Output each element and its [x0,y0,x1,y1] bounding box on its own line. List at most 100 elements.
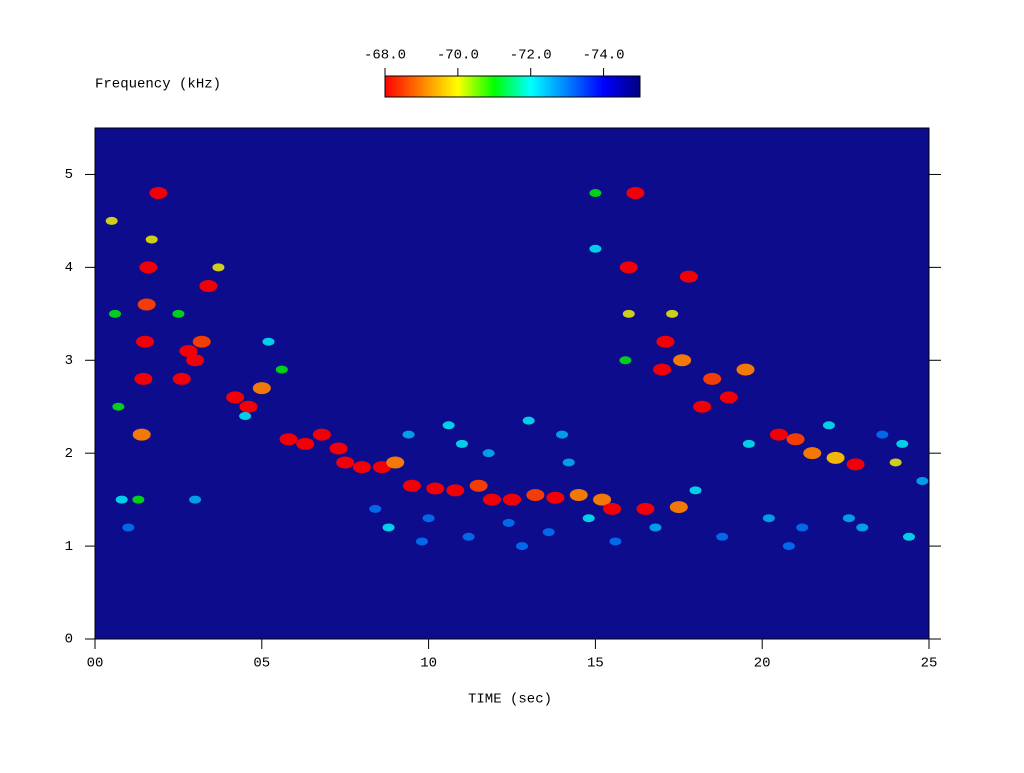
energy-point [386,456,405,469]
energy-point [546,491,565,504]
energy-point [402,430,415,439]
energy-point [482,493,501,506]
y-tick-label: 0 [65,632,73,648]
colorbar-tick-label: -70.0 [437,48,479,64]
energy-point [542,528,555,537]
energy-point [782,542,795,551]
energy-point [275,365,288,374]
energy-point [469,479,488,492]
energy-point [482,449,495,458]
energy-point [455,439,468,448]
energy-point [826,451,845,464]
y-axis-label: Frequency (kHz) [95,77,221,93]
energy-point [876,430,889,439]
energy-point [426,482,445,495]
y-tick-label: 3 [65,353,73,369]
energy-point [589,244,602,253]
energy-point [192,335,211,348]
x-tick-label: 25 [921,656,938,672]
energy-point [422,514,435,523]
colorbar-tick-label: -74.0 [583,48,625,64]
energy-point [842,514,855,523]
energy-point [382,523,395,532]
energy-point [742,439,755,448]
energy-point [626,187,645,200]
colorbar-tick-label: -72.0 [510,48,552,64]
x-tick-label: 00 [87,656,104,672]
spectrogram-points [105,187,929,551]
x-axis-label: TIME (sec) [468,692,552,708]
energy-point [803,447,822,460]
energy-point [703,372,722,385]
energy-point [589,189,602,198]
x-tick-label: 15 [587,656,604,672]
energy-point [212,263,225,272]
energy-point [622,309,635,318]
energy-point [653,363,672,376]
energy-point [239,412,252,421]
energy-point [516,542,529,551]
energy-point [856,523,869,532]
energy-point [636,502,655,515]
energy-point [402,479,421,492]
energy-point [296,437,315,450]
energy-point [369,504,382,513]
y-tick-label: 4 [65,260,73,276]
x-tick-label: 20 [754,656,771,672]
energy-point [415,537,428,546]
energy-point [115,495,128,504]
energy-point [137,298,156,311]
energy-point [846,458,865,471]
energy-point [329,442,348,455]
energy-point [136,335,155,348]
energy-point [822,421,835,430]
energy-point [446,484,465,497]
energy-point [609,537,622,546]
energy-point [279,433,298,446]
energy-point [619,261,638,274]
energy-point [372,461,391,474]
energy-point [462,532,475,541]
energy-point [693,400,712,413]
y-tick-label: 1 [65,539,73,555]
energy-point [199,279,218,292]
energy-point [593,493,612,506]
energy-point [679,270,698,283]
energy-point [666,309,679,318]
y-tick-label: 5 [65,167,73,183]
energy-point [673,354,692,367]
energy-point [336,456,355,469]
energy-point [522,416,535,425]
energy-point [736,363,755,376]
energy-point [526,488,545,501]
energy-point [132,495,145,504]
energy-point [502,518,515,527]
energy-point [889,458,902,467]
energy-point [132,428,151,441]
energy-point [669,501,688,514]
energy-point [122,523,135,532]
energy-point [619,356,632,365]
colorbar-tick-label: -68.0 [364,48,406,64]
energy-point [189,495,202,504]
colorbar [384,75,641,98]
energy-point [134,372,153,385]
energy-point [172,372,191,385]
energy-point [656,335,675,348]
energy-point [503,493,521,506]
energy-point [112,402,125,411]
energy-point [689,486,702,495]
energy-point [442,421,455,430]
energy-point [762,514,775,523]
energy-point [139,261,158,274]
energy-point [352,461,371,474]
energy-point [312,428,331,441]
y-tick-label: 2 [65,446,73,462]
x-tick-label: 05 [253,656,270,672]
energy-point [569,488,588,501]
energy-point [769,428,788,441]
energy-point [716,532,729,541]
energy-point [916,477,929,486]
